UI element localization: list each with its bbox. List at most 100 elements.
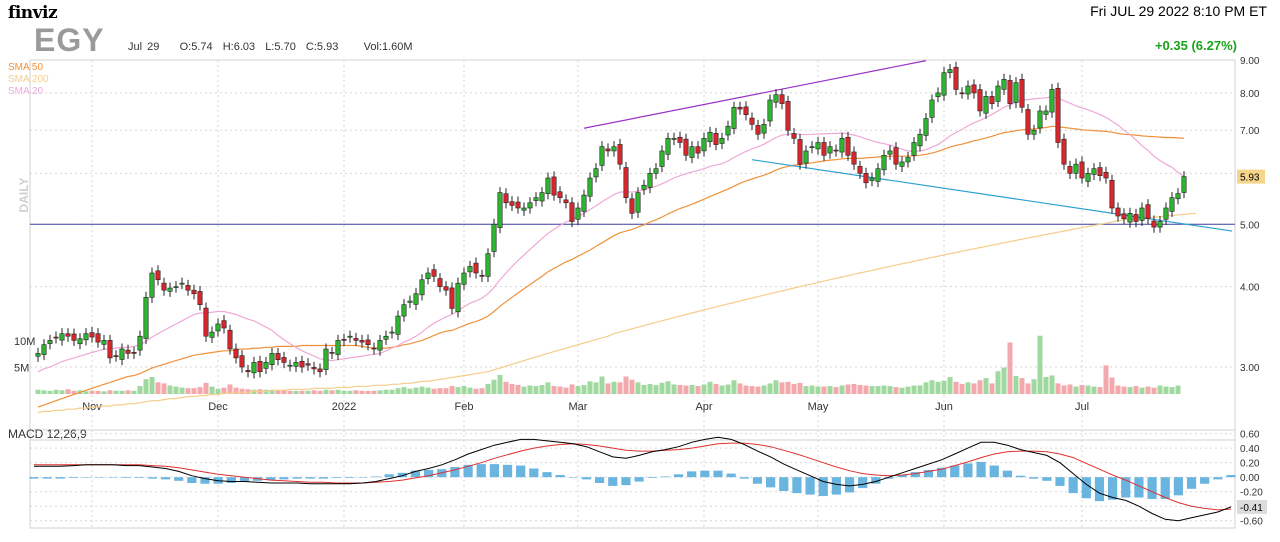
- candle-body: [779, 94, 785, 104]
- volume-bar: [287, 390, 293, 394]
- macd-histogram-bar: [29, 477, 39, 479]
- macd-histogram-bar: [160, 477, 171, 480]
- trendline: [583, 60, 927, 129]
- candle-body: [335, 340, 341, 355]
- volume-bar: [545, 382, 551, 394]
- volume-bar: [575, 386, 581, 394]
- volume-bar: [1079, 384, 1085, 394]
- volume-bar: [167, 385, 173, 394]
- candle-body: [425, 272, 431, 279]
- volume-bar: [959, 383, 965, 394]
- candle-body: [587, 177, 593, 197]
- candle-body: [791, 133, 797, 139]
- candle-body: [659, 150, 665, 167]
- candle-body: [965, 85, 971, 95]
- macd-histogram-bar: [187, 477, 197, 483]
- volume-bar: [1049, 375, 1055, 394]
- candle-body: [1019, 78, 1025, 108]
- volume-bar: [809, 385, 815, 394]
- volume-bar: [89, 390, 95, 394]
- volume-bar: [725, 384, 731, 394]
- volume-bar: [857, 384, 863, 394]
- price-change: +0.35 (6.27%): [1154, 38, 1237, 53]
- volume-bar: [1133, 386, 1139, 394]
- macd-last-tag: [1237, 499, 1267, 514]
- candle-body: [887, 150, 893, 155]
- candle-body: [995, 85, 1001, 102]
- candle-body: [1175, 193, 1181, 200]
- x-tick-label: Apr: [695, 401, 712, 413]
- macd-histogram-bar: [226, 477, 236, 483]
- volume-bar: [737, 383, 743, 394]
- candle-body: [647, 173, 653, 188]
- finviz-logo[interactable]: finviz: [8, 3, 58, 23]
- candle-body: [473, 262, 479, 274]
- candle-body: [1145, 204, 1151, 220]
- candle-body: [1073, 163, 1079, 174]
- volume-bar: [881, 385, 887, 394]
- volume-bar: [641, 384, 647, 394]
- macd-histogram-bar: [818, 477, 828, 497]
- candle-body: [41, 344, 47, 355]
- macd-histogram-bar: [739, 477, 749, 479]
- volume-bar: [863, 385, 869, 394]
- volume-bar: [833, 387, 839, 394]
- volume-bar: [149, 377, 155, 394]
- candle-body: [857, 166, 863, 174]
- candle-body: [341, 338, 347, 341]
- x-tick-label: 2022: [332, 401, 356, 413]
- volume-bar: [773, 380, 779, 394]
- macd-histogram-bar: [95, 477, 105, 478]
- candle-body: [1001, 78, 1007, 90]
- sma20-line: [37, 96, 1185, 373]
- volume-bar: [947, 377, 953, 394]
- volume-bar: [377, 390, 383, 394]
- macd-histogram-bar: [1015, 475, 1026, 478]
- candle-body: [623, 167, 629, 198]
- volume-bar: [395, 388, 401, 394]
- volume-bar: [803, 386, 809, 394]
- candle-body: [413, 293, 419, 305]
- candle-body: [233, 348, 239, 359]
- macd-histogram-bar: [963, 463, 973, 478]
- legend-sma20: SMA 20: [8, 86, 44, 97]
- macd-histogram-bar: [239, 477, 250, 482]
- macd-histogram-bar: [108, 477, 118, 478]
- volume-bar: [1025, 383, 1031, 394]
- volume-bar: [413, 387, 419, 394]
- macd-histogram-bar: [923, 469, 934, 478]
- volume-bar: [821, 386, 827, 394]
- candle-body: [875, 168, 881, 182]
- x-tick-label: Dec: [208, 401, 228, 413]
- candle-body: [827, 146, 833, 154]
- macd-histogram-bar: [1213, 477, 1223, 480]
- volume-bar: [161, 383, 167, 394]
- volume-bar: [119, 390, 125, 394]
- candle-body: [131, 351, 137, 354]
- volume-bar: [953, 381, 959, 394]
- volume-bar: [965, 382, 971, 394]
- macd-histogram-bar: [660, 476, 670, 478]
- candle-body: [893, 147, 899, 165]
- volume-bar: [437, 388, 443, 394]
- candle-body: [53, 336, 59, 339]
- candle-body: [905, 157, 911, 163]
- candle-body: [629, 198, 635, 214]
- macd-last-label: -0.41: [1240, 503, 1263, 514]
- volume-bar: [1037, 335, 1043, 394]
- volume-bar: [173, 386, 179, 394]
- candle-body: [1061, 138, 1067, 165]
- macd-histogram-bar: [200, 477, 210, 484]
- candle-body: [107, 340, 113, 359]
- macd-histogram-bar: [1042, 477, 1052, 481]
- macd-histogram-bar: [318, 477, 328, 479]
- candle-body: [185, 285, 191, 291]
- volume-bar: [749, 386, 755, 394]
- candle-body: [713, 133, 719, 145]
- volume-bar: [1127, 387, 1133, 394]
- candle-body: [911, 142, 917, 156]
- candle-body: [983, 96, 989, 114]
- candle-body: [617, 144, 623, 165]
- candle-body: [545, 177, 551, 195]
